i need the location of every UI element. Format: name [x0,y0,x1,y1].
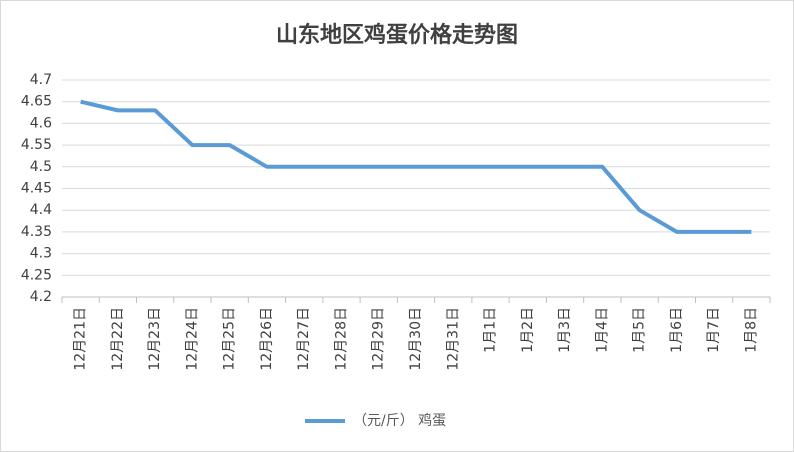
y-tick-label: 4.35 [21,224,52,240]
x-tick-label: 1月1日 [483,307,499,353]
y-tick-label: 4.5 [30,159,52,175]
legend-label: （元/斤） 鸡蛋 [353,412,446,429]
y-tick-label: 4.65 [21,94,52,110]
x-tick-label: 1月8日 [743,307,759,353]
x-tick-label: 12月29日 [371,307,387,371]
y-tick-label: 4.25 [21,267,52,283]
x-tick-label: 12月24日 [184,307,200,371]
y-tick-label: 4.3 [30,246,52,262]
x-tick-label: 1月6日 [669,307,685,353]
y-tick-label: 4.4 [30,202,52,218]
y-tick-label: 4.45 [21,181,52,197]
x-tick-label: 12月22日 [110,307,126,371]
x-tick-label: 1月7日 [706,307,722,353]
chart-title: 山东地区鸡蛋价格走势图 [276,22,518,48]
x-tick-label: 12月25日 [222,307,238,371]
x-tick-label: 1月2日 [520,307,536,353]
y-tick-label: 4.6 [30,115,52,131]
y-tick-label: 4.55 [21,137,52,153]
x-tick-label: 1月3日 [557,307,573,353]
x-tick-label: 1月4日 [594,307,610,353]
x-tick-label: 12月31日 [445,307,461,371]
x-tick-label: 12月30日 [408,307,424,371]
x-tick-label: 12月27日 [296,307,312,371]
x-tick-label: 1月5日 [632,307,648,353]
line-series [80,99,752,234]
y-tick-label: 4.2 [30,289,52,305]
x-tick-label: 12月26日 [259,307,275,371]
x-tick-label: 12月28日 [333,307,349,371]
x-tick-label: 12月23日 [147,307,163,371]
x-tick-label: 12月21日 [73,307,89,371]
y-tick-label: 4.7 [30,72,52,88]
